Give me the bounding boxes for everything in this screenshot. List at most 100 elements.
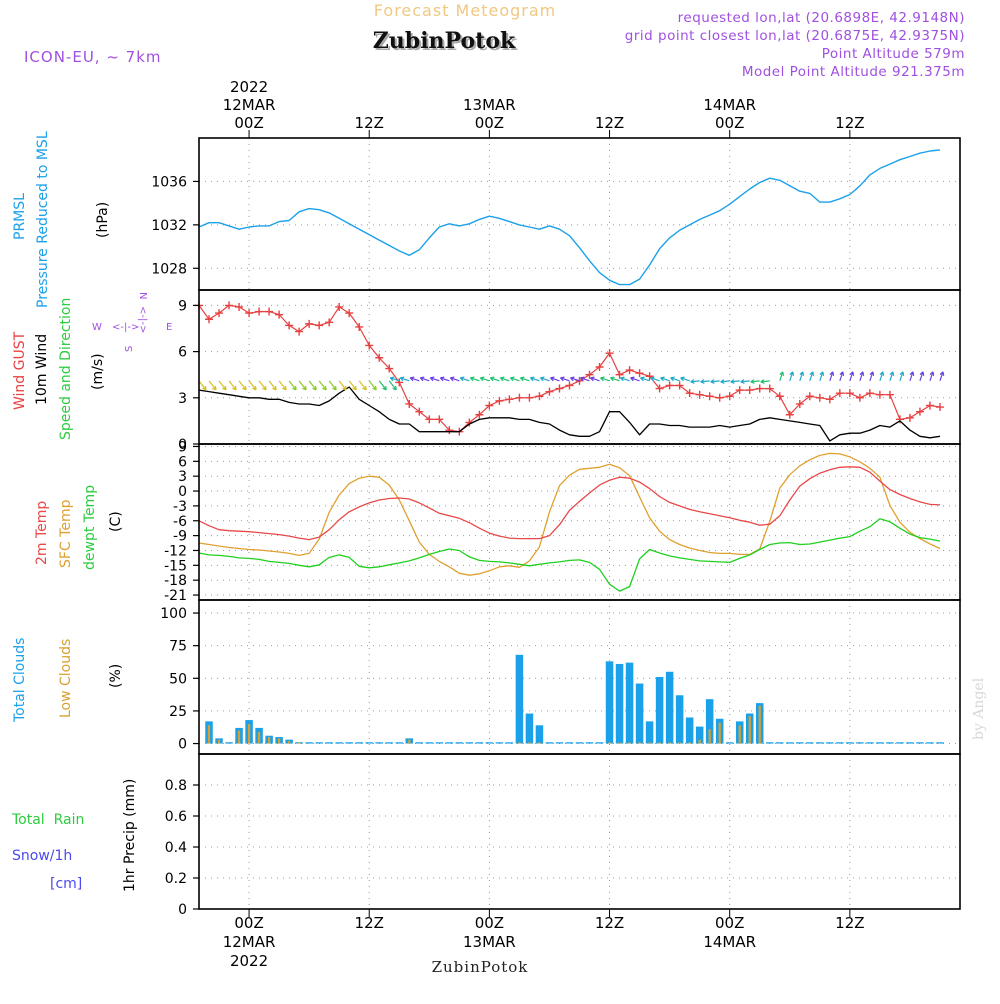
footer-location: ZubinPotok xyxy=(432,958,529,976)
temp-ytick-label: -15 xyxy=(164,558,187,574)
gust-marker xyxy=(765,384,774,393)
wind-arrow xyxy=(348,380,357,391)
total-cloud-bar xyxy=(635,683,644,744)
wind-arrow xyxy=(198,380,207,391)
wind-arrow xyxy=(620,377,630,382)
total-cloud-bar xyxy=(916,742,924,744)
gust-marker xyxy=(515,393,524,402)
top-time-label: 12Z xyxy=(355,114,384,132)
gust-marker xyxy=(805,392,814,401)
total-cloud-bar xyxy=(445,742,454,744)
wind-arrow-head xyxy=(879,371,885,376)
gust-marker xyxy=(555,384,564,393)
wind-arrow xyxy=(430,377,440,382)
location-title: ZubinPotok xyxy=(373,28,516,54)
low-cloud-bar xyxy=(257,731,261,744)
wind-arrow-head xyxy=(779,371,785,376)
low-cloud-bar xyxy=(298,742,301,744)
gust-marker xyxy=(905,413,914,422)
top-date-label: 13MAR xyxy=(463,96,516,114)
wind-arrow xyxy=(258,380,267,391)
wind-labels: Wind GUST 10m Wind Speed and Direction (… xyxy=(12,292,172,440)
location-title-shadow: ZubinPotok xyxy=(375,30,518,56)
low-cloud-bar xyxy=(628,742,631,744)
wind-arrow-head xyxy=(272,385,277,391)
wind-arrow xyxy=(929,371,934,382)
total-cloud-bar xyxy=(705,699,714,744)
wind-arrow xyxy=(550,377,560,382)
compass-s: S xyxy=(124,346,135,352)
total-cloud-bar xyxy=(876,742,884,744)
bottom-time-label: 12Z xyxy=(355,914,384,932)
wind-arrow xyxy=(490,377,500,382)
compass-rose: W E N S <-|-> <-|-> xyxy=(92,292,172,352)
wind-ytick-label: 0 xyxy=(178,437,187,453)
wind-arrow-head xyxy=(869,371,875,376)
point-altitude: Point Altitude 579m xyxy=(822,46,965,62)
gust-marker xyxy=(785,410,794,419)
snow-unit-label: [cm] xyxy=(50,876,82,892)
total-cloud-bar xyxy=(856,742,864,744)
wind-arrow xyxy=(440,377,450,382)
gust-marker xyxy=(725,392,734,401)
low-cloud-bar xyxy=(688,742,691,744)
wind-arrow-head xyxy=(889,371,895,376)
gust-marker xyxy=(475,410,484,419)
wind-arrow xyxy=(640,377,650,382)
clouds-ytick-label: 50 xyxy=(169,671,187,687)
temp-ytick-label: -18 xyxy=(164,573,187,589)
wind-arrow-head xyxy=(839,371,845,376)
wind-arrow-head xyxy=(819,371,825,376)
total-cloud-bar xyxy=(806,742,814,744)
wind-arrow xyxy=(720,380,730,383)
wind-arrow xyxy=(540,377,550,382)
wind-arrow-head xyxy=(799,371,805,376)
pressure-unit: (hPa) xyxy=(95,202,111,238)
low-cloud-bar xyxy=(678,742,681,744)
wind-arrow-head xyxy=(519,376,525,382)
gust-marker xyxy=(205,315,214,324)
wind-speed-line xyxy=(198,386,941,442)
wind-arrow xyxy=(308,380,317,391)
top-time-label: 00Z xyxy=(234,114,263,132)
compass-e: E xyxy=(166,322,172,333)
wind-arrow-head xyxy=(212,385,217,391)
wind-unit: (m/s) xyxy=(90,353,106,390)
total-cloud-bar xyxy=(555,742,564,744)
wind-arrow xyxy=(879,371,884,382)
gust-marker xyxy=(265,307,274,316)
bottom-time-label: 00Z xyxy=(234,914,263,932)
bottom-time-label: 12Z xyxy=(595,914,624,932)
cloud-labels: Total Clouds Low Clouds (%) xyxy=(12,638,124,723)
gust-marker xyxy=(325,318,334,327)
wind-arrow-head xyxy=(262,385,267,391)
total-cloud-bar xyxy=(615,663,624,744)
wind-arrow xyxy=(480,377,490,382)
wind-arrow xyxy=(799,371,804,382)
requested-coords: requested lon,lat (20.6898E, 42.9148N) xyxy=(678,10,965,26)
wind-arrow-head xyxy=(909,371,915,376)
wind-arrow-head xyxy=(382,385,387,391)
total-cloud-bar xyxy=(645,721,654,744)
total-cloud-bar xyxy=(325,742,333,744)
wind-ytick-label: 9 xyxy=(178,298,187,314)
wind-arrow xyxy=(919,371,924,382)
wind-arrow-head xyxy=(242,385,247,391)
wind-arrow xyxy=(368,380,377,391)
wind-arrow-head xyxy=(292,385,297,391)
total-cloud-bar xyxy=(906,742,914,744)
gust-marker xyxy=(445,426,454,435)
panel-frames xyxy=(198,137,961,910)
total-cloud-bar xyxy=(355,742,363,744)
wind-arrow-head xyxy=(610,376,615,382)
wind-arrow xyxy=(520,377,530,382)
gust-marker xyxy=(625,366,634,375)
wind-arrow xyxy=(530,377,540,382)
wind-arrow-head xyxy=(499,376,505,382)
gust-marker xyxy=(495,396,504,405)
temp-ytick-label: -21 xyxy=(164,588,187,604)
gust-marker xyxy=(395,378,404,387)
temp-ytick-label: -3 xyxy=(173,499,187,515)
wind-arrow-head xyxy=(530,376,535,382)
prmsl-line xyxy=(198,149,941,286)
